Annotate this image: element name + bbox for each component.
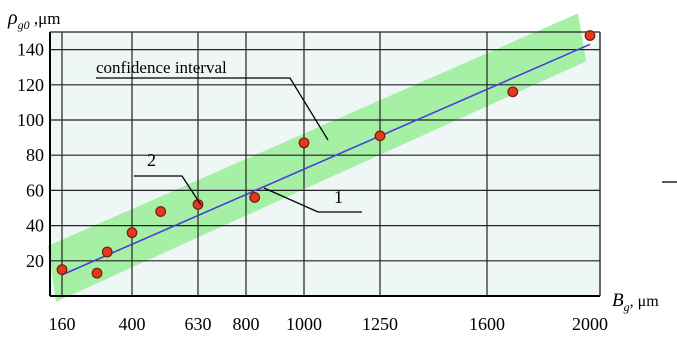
x-axis-label-sub: g [624, 300, 630, 314]
annotation-label-2: 2 [147, 150, 156, 170]
data-point-8 [374, 130, 386, 142]
leader-label-2 [134, 175, 202, 206]
y-axis-label-sub: g0 [18, 18, 30, 32]
x-tick-label-630: 630 [185, 314, 212, 334]
y-tick-label-140: 140 [17, 40, 44, 60]
y-tick-label-120: 120 [17, 75, 44, 95]
data-point-9 [507, 86, 519, 98]
y-tick-label-40: 40 [26, 216, 44, 236]
y-axis-label-unit: ,μm [30, 9, 61, 28]
x-tick-label-2000: 2000 [572, 314, 608, 334]
y-tick-label-80: 80 [26, 145, 44, 165]
data-point-3 [126, 227, 138, 239]
data-point-6 [249, 192, 261, 203]
x-tick-label-1250: 1250 [362, 314, 398, 334]
x-axis-label-main: B [612, 290, 624, 311]
grid [49, 31, 601, 297]
x-axis-label: Bg, μm [612, 290, 659, 314]
data-point-1 [91, 267, 103, 279]
data-point-7 [298, 137, 310, 149]
x-tick-label-1000: 1000 [286, 314, 322, 334]
leader-confidence-interval [96, 77, 329, 141]
annotation-confidence-interval: confidence interval [96, 58, 227, 77]
y-tick-label-60: 60 [26, 180, 44, 200]
y-axis-label: ρg0 ,μm [7, 7, 60, 32]
x-tick-label-400: 400 [119, 314, 146, 334]
confidence-band-area [48, 13, 586, 302]
fit-line-group [61, 43, 591, 276]
x-tick-label-1600: 1600 [469, 314, 505, 334]
x-axis-label-unit: , μm [630, 293, 660, 310]
fit-line [61, 43, 591, 276]
annotation-line-1-label: 1 [334, 187, 343, 207]
data-point-10 [584, 30, 596, 41]
data-point-0 [56, 264, 68, 276]
x-tick-label-800: 800 [233, 314, 260, 334]
data-point-4 [155, 206, 167, 217]
data-points [56, 30, 596, 279]
data-point-2 [101, 246, 113, 258]
annotation-leaders [96, 77, 362, 213]
leader-line-1 [263, 187, 362, 213]
tick-labels: 20 40 60 80 100 120 140 160 400 630 800 1000 1250 160… [17, 40, 608, 334]
y-tick-label-100: 100 [17, 110, 44, 130]
y-tick-label-20: 20 [26, 251, 44, 271]
y-axis-label-main: ρ [7, 7, 18, 29]
confidence-band [48, 13, 586, 302]
x-tick-label-160: 160 [49, 314, 76, 334]
